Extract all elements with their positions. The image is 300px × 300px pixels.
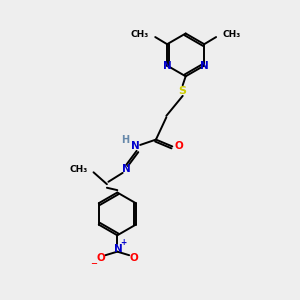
Text: +: + (121, 238, 127, 247)
Text: N: N (113, 244, 122, 254)
Text: N: N (163, 61, 172, 70)
Text: CH₃: CH₃ (130, 30, 148, 39)
Text: O: O (175, 141, 183, 152)
Text: O: O (129, 253, 138, 263)
Text: H: H (121, 135, 129, 145)
Text: −: − (90, 259, 97, 268)
Text: N: N (122, 164, 130, 174)
Text: S: S (179, 85, 187, 96)
Text: CH₃: CH₃ (69, 165, 88, 174)
Text: CH₃: CH₃ (223, 30, 241, 39)
Text: N: N (131, 141, 140, 152)
Text: O: O (97, 253, 105, 263)
Text: N: N (200, 61, 208, 70)
